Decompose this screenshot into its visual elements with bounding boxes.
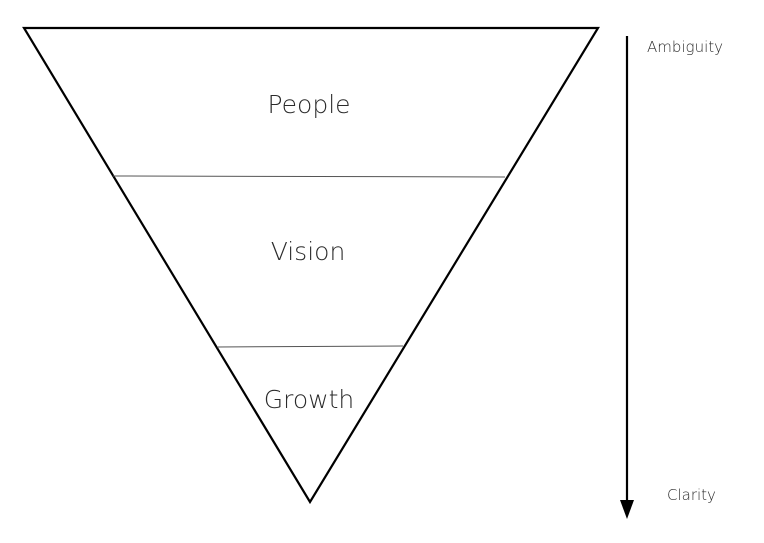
scale-label-clarity: Clarity: [667, 486, 716, 504]
layer-label-vision: Vision: [271, 237, 346, 266]
layer-label-growth: Growth: [264, 385, 355, 414]
scale-arrow-head-icon: [620, 500, 634, 519]
layer-divider-vision-growth: [216, 345, 404, 348]
pyramid-outline: [22, 26, 600, 505]
scale-label-ambiguity: Ambiguity: [647, 38, 723, 56]
layer-label-people: People: [267, 90, 350, 119]
layer-divider-people-vision: [112, 175, 506, 178]
